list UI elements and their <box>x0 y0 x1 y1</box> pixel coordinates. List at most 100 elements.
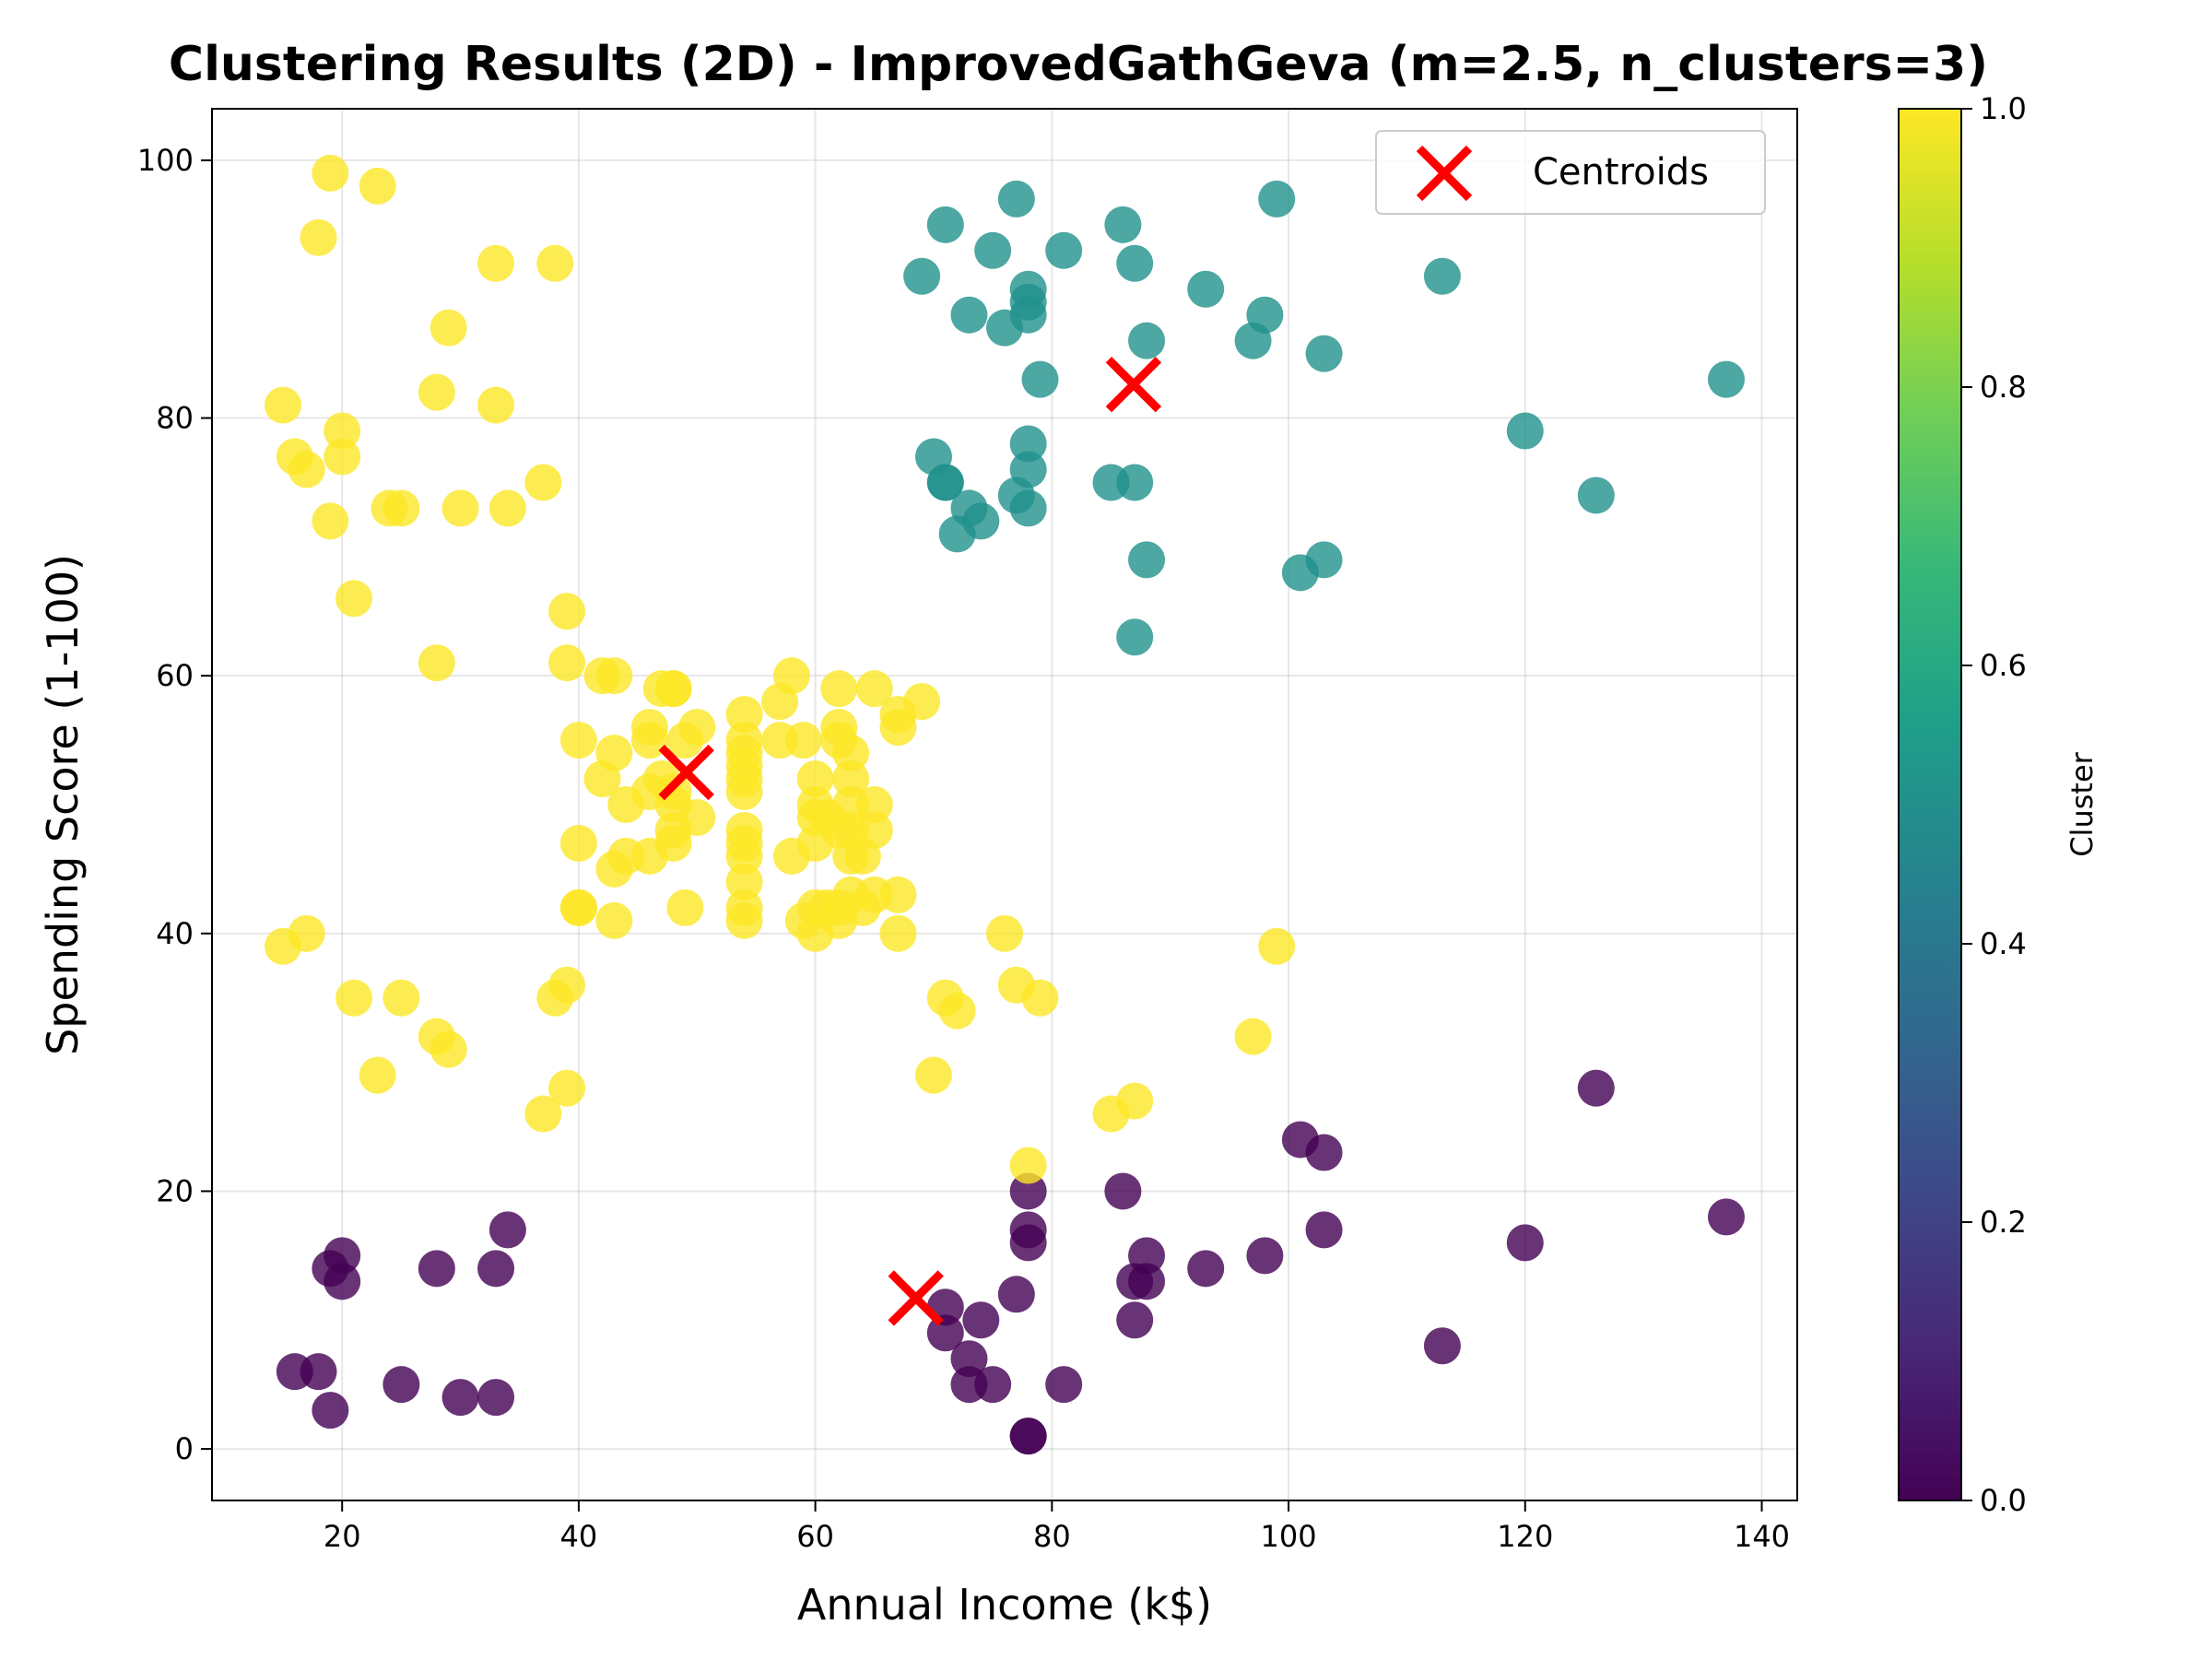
data-point-cluster-1-0 <box>1116 1082 1154 1120</box>
data-point-cluster-0-5 <box>1116 618 1154 656</box>
data-point-cluster-0-5 <box>1577 477 1615 514</box>
data-point-cluster-1-0 <box>524 464 562 501</box>
data-point-cluster-1-0 <box>548 593 586 630</box>
data-point-cluster-0-0 <box>1506 1224 1544 1262</box>
data-point-cluster-0-0 <box>1305 1134 1343 1171</box>
centroid-marker <box>1105 357 1162 413</box>
data-point-cluster-1-0 <box>725 837 763 875</box>
data-point-cluster-1-0 <box>477 244 515 282</box>
data-point-cluster-0-0 <box>477 1250 515 1288</box>
data-point-cluster-0-5 <box>950 296 988 334</box>
legend-entry-centroids: Centroids <box>1533 151 1709 194</box>
data-point-cluster-1-0 <box>359 167 396 205</box>
colorbar-tick-label: 0.8 <box>1980 370 2027 405</box>
data-point-cluster-0-5 <box>962 502 1000 540</box>
data-point-cluster-0-5 <box>1116 244 1154 282</box>
data-point-cluster-0-5 <box>997 180 1035 218</box>
colorbar-tick-label: 0.4 <box>1980 926 2027 961</box>
data-point-cluster-1-0 <box>429 309 467 347</box>
data-point-cluster-0-5 <box>1423 257 1461 295</box>
data-point-cluster-1-0 <box>559 824 597 862</box>
data-point-cluster-1-0 <box>879 876 917 913</box>
data-point-cluster-1-0 <box>1021 979 1059 1017</box>
data-point-cluster-1-0 <box>312 502 349 540</box>
data-point-cluster-1-0 <box>312 154 349 192</box>
data-point-cluster-1-0 <box>725 901 763 939</box>
y-tick-label: 80 <box>156 401 194 436</box>
data-point-cluster-1-0 <box>429 1030 467 1068</box>
data-point-cluster-1-0 <box>938 992 976 1030</box>
data-point-cluster-0-5 <box>1707 360 1745 398</box>
x-tick-label: 20 <box>324 1519 361 1554</box>
data-point-cluster-0-0 <box>1305 1211 1343 1249</box>
data-point-cluster-1-0 <box>536 244 574 282</box>
centroid-marker <box>658 744 714 801</box>
colorbar-tick-label: 0.2 <box>1980 1205 2027 1240</box>
y-tick-label: 20 <box>156 1173 194 1208</box>
data-point-cluster-0-0 <box>418 1250 455 1288</box>
data-point-cluster-0-5 <box>1009 425 1047 463</box>
centroid-marker <box>888 1270 944 1326</box>
data-point-cluster-1-0 <box>855 670 893 708</box>
plot-area: 20 40 60 80 100 120 140 0 20 40 60 80 100 <box>137 108 1798 1554</box>
data-point-cluster-0-0 <box>950 1340 988 1378</box>
data-point-cluster-1-0 <box>832 735 870 772</box>
data-point-cluster-1-0 <box>488 489 526 527</box>
data-point-cluster-0-5 <box>926 206 964 243</box>
data-point-cluster-0-0 <box>1009 1172 1047 1210</box>
data-point-cluster-0-0 <box>324 1263 361 1300</box>
data-point-cluster-0-5 <box>1187 270 1225 308</box>
colorbar: 0.0 0.2 0.4 0.6 0.8 1.0 <box>1898 91 2027 1518</box>
colorbar-tick-label: 1.0 <box>1980 91 2027 126</box>
data-point-cluster-1-0 <box>1258 927 1296 965</box>
data-point-cluster-1-0 <box>335 979 373 1017</box>
data-point-cluster-0-0 <box>1116 1301 1154 1339</box>
data-point-cluster-0-5 <box>1305 541 1343 579</box>
legend-centroid-marker <box>1416 145 1473 202</box>
data-point-cluster-0-5 <box>1009 296 1047 334</box>
data-point-cluster-1-0 <box>725 811 763 849</box>
data-point-cluster-1-0 <box>654 824 692 862</box>
data-point-cluster-0-0 <box>1246 1237 1284 1275</box>
data-point-cluster-1-0 <box>654 670 692 708</box>
data-point-cluster-1-0 <box>1009 1147 1047 1184</box>
data-point-cluster-1-0 <box>288 451 325 488</box>
colorbar-tick-label: 0.0 <box>1980 1483 2027 1518</box>
x-tick-label: 140 <box>1734 1519 1790 1554</box>
data-point-cluster-0-5 <box>1045 231 1083 269</box>
data-point-cluster-1-0 <box>559 888 597 926</box>
data-point-cluster-0-5 <box>1246 296 1284 334</box>
data-point-cluster-1-0 <box>524 1095 562 1133</box>
data-point-cluster-0-5 <box>1104 206 1142 243</box>
y-axis-label: Spending Score (1-100) <box>38 554 88 1055</box>
data-point-cluster-1-0 <box>630 722 668 759</box>
data-point-cluster-0-0 <box>324 1237 361 1275</box>
data-point-cluster-0-0 <box>1045 1366 1083 1404</box>
data-point-cluster-0-0 <box>1707 1198 1745 1236</box>
data-point-cluster-1-0 <box>548 966 586 1004</box>
y-tick-label: 40 <box>156 916 194 951</box>
data-point-cluster-1-0 <box>382 979 420 1017</box>
data-point-cluster-1-0 <box>879 709 917 747</box>
data-point-cluster-0-0 <box>1187 1250 1225 1288</box>
x-tick-label: 120 <box>1497 1519 1553 1554</box>
data-point-cluster-0-0 <box>1128 1263 1166 1300</box>
legend: Centroids <box>1375 130 1766 215</box>
y-tick-label: 0 <box>175 1431 194 1466</box>
data-point-cluster-1-0 <box>855 786 893 823</box>
data-point-cluster-1-0 <box>903 683 941 721</box>
legend-centroid-x <box>1416 145 1473 202</box>
data-point-cluster-0-0 <box>962 1301 1000 1339</box>
data-point-cluster-1-0 <box>832 760 870 798</box>
data-point-cluster-0-0 <box>312 1392 349 1430</box>
data-point-cluster-1-0 <box>772 657 810 695</box>
data-point-cluster-0-0 <box>477 1379 515 1417</box>
data-point-cluster-1-0 <box>300 218 337 256</box>
data-point-cluster-0-0 <box>997 1276 1035 1313</box>
data-point-cluster-1-0 <box>324 438 361 476</box>
data-point-cluster-0-5 <box>1128 541 1166 579</box>
data-point-cluster-1-0 <box>418 644 455 682</box>
data-point-cluster-1-0 <box>559 722 597 759</box>
data-point-cluster-1-0 <box>548 1069 586 1107</box>
